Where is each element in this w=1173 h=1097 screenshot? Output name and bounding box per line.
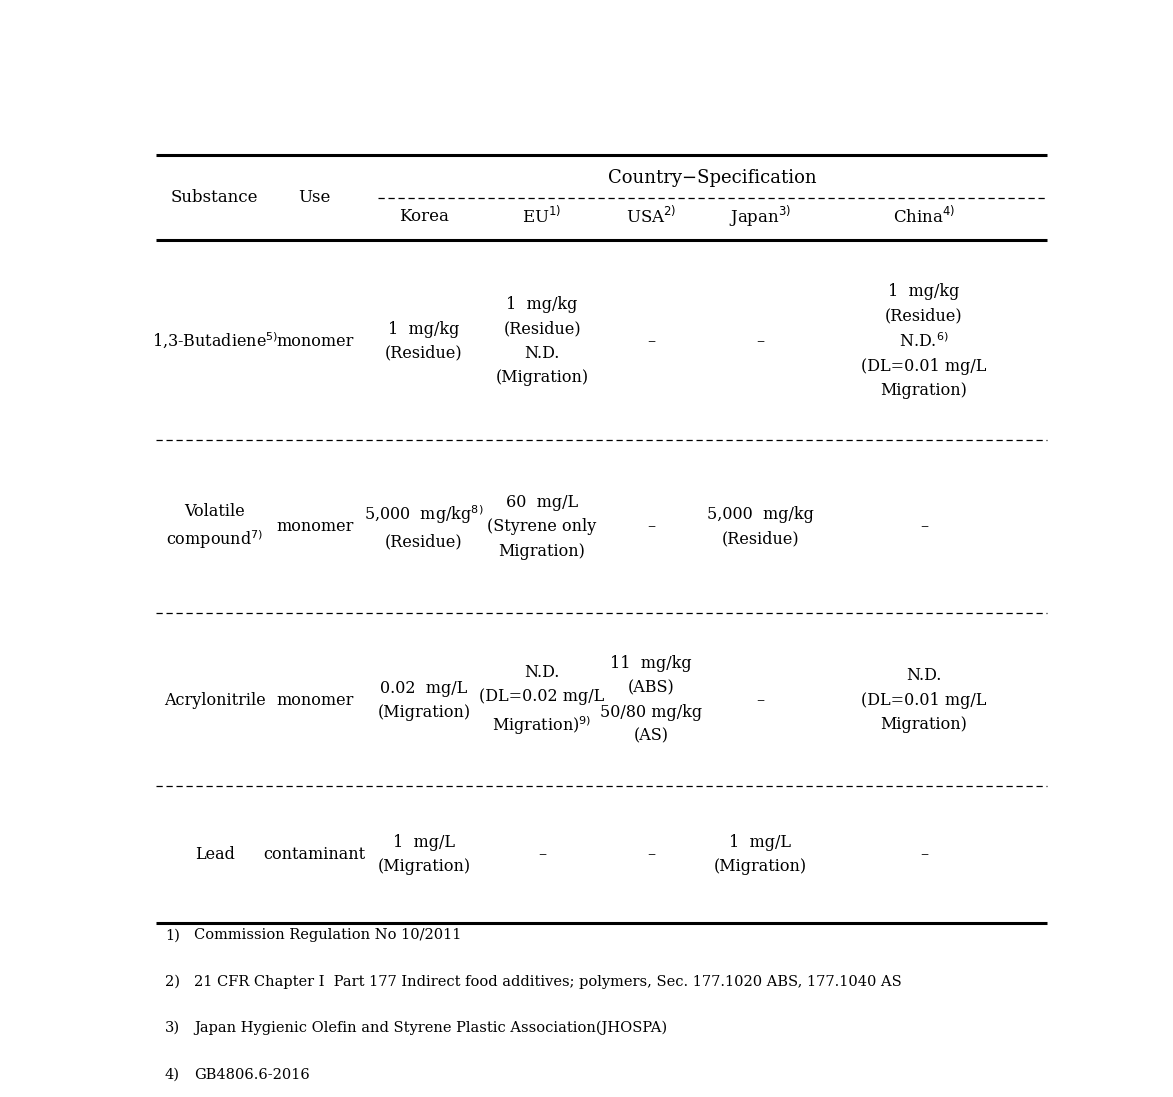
Text: Volatile
compound$^{7)}$: Volatile compound$^{7)}$ — [167, 502, 264, 552]
Text: monomer: monomer — [276, 691, 353, 709]
Text: monomer: monomer — [276, 519, 353, 535]
Text: 1  mg/L
(Migration): 1 mg/L (Migration) — [713, 834, 807, 875]
Text: Japan Hygienic Olefin and Styrene Plastic Association(JHOSPA): Japan Hygienic Olefin and Styrene Plasti… — [194, 1021, 667, 1036]
Text: Korea: Korea — [399, 207, 449, 225]
Text: N.D.
(DL=0.02 mg/L
Migration)$^{9)}$: N.D. (DL=0.02 mg/L Migration)$^{9)}$ — [480, 664, 605, 736]
Text: EU$^{1)}$: EU$^{1)}$ — [522, 205, 562, 227]
Text: –: – — [647, 846, 656, 863]
Text: Use: Use — [299, 189, 331, 205]
Text: 11  mg/kg
(ABS)
50/80 mg/kg
(AS): 11 mg/kg (ABS) 50/80 mg/kg (AS) — [601, 655, 703, 745]
Text: –: – — [538, 846, 547, 863]
Text: 4): 4) — [164, 1067, 179, 1082]
Text: Substance: Substance — [171, 189, 258, 205]
Text: 1  mg/kg
(Residue)
N.D.$^{6)}$
(DL=0.01 mg/L
Migration): 1 mg/kg (Residue) N.D.$^{6)}$ (DL=0.01 m… — [861, 283, 986, 399]
Text: –: – — [757, 332, 765, 350]
Text: 1  mg/kg
(Residue)
N.D.
(Migration): 1 mg/kg (Residue) N.D. (Migration) — [495, 296, 589, 386]
Text: 5,000  mg/kg
(Residue): 5,000 mg/kg (Residue) — [707, 507, 814, 547]
Text: 1): 1) — [164, 928, 179, 942]
Text: –: – — [757, 691, 765, 709]
Text: 1  mg/kg
(Residue): 1 mg/kg (Residue) — [385, 320, 462, 362]
Text: 60  mg/L
(Styrene only
Migration): 60 mg/L (Styrene only Migration) — [488, 495, 597, 559]
Text: Lead: Lead — [195, 846, 235, 863]
Text: USA$^{2)}$: USA$^{2)}$ — [626, 205, 677, 227]
Text: 1  mg/L
(Migration): 1 mg/L (Migration) — [378, 834, 470, 875]
Text: 1,3-Butadiene$^{5)}$: 1,3-Butadiene$^{5)}$ — [151, 331, 278, 351]
Text: 21 CFR Chapter I  Part 177 Indirect food additives; polymers, Sec. 177.1020 ABS,: 21 CFR Chapter I Part 177 Indirect food … — [194, 974, 902, 988]
Text: –: – — [647, 332, 656, 350]
Text: –: – — [920, 846, 928, 863]
Text: 5,000  mg/kg$^{8)}$
(Residue): 5,000 mg/kg$^{8)}$ (Residue) — [364, 504, 483, 551]
Text: Japan$^{3)}$: Japan$^{3)}$ — [730, 204, 792, 228]
Text: contaminant: contaminant — [264, 846, 366, 863]
Text: monomer: monomer — [276, 332, 353, 350]
Text: 3): 3) — [164, 1021, 179, 1036]
Text: –: – — [920, 519, 928, 535]
Text: GB4806.6-2016: GB4806.6-2016 — [194, 1067, 310, 1082]
Text: N.D.
(DL=0.01 mg/L
Migration): N.D. (DL=0.01 mg/L Migration) — [861, 667, 986, 733]
Text: China$^{4)}$: China$^{4)}$ — [893, 205, 955, 227]
Text: Country−Specification: Country−Specification — [609, 169, 816, 188]
Text: Acrylonitrile: Acrylonitrile — [164, 691, 265, 709]
Text: 2): 2) — [164, 974, 179, 988]
Text: Commission Regulation No 10/2011: Commission Regulation No 10/2011 — [194, 928, 461, 942]
Text: –: – — [647, 519, 656, 535]
Text: 0.02  mg/L
(Migration): 0.02 mg/L (Migration) — [378, 679, 470, 721]
